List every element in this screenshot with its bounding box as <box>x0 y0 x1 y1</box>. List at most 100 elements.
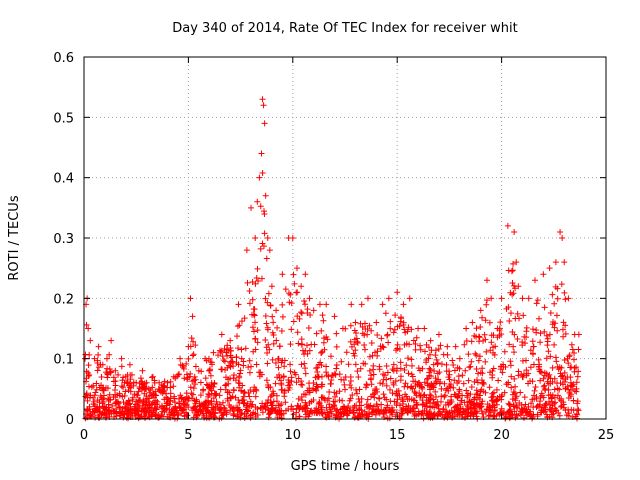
data-point <box>484 401 491 408</box>
data-point <box>287 368 294 375</box>
data-point <box>343 349 350 356</box>
data-point <box>456 401 463 408</box>
data-point <box>167 390 174 397</box>
data-point <box>238 318 245 325</box>
data-point <box>279 386 286 393</box>
data-point <box>140 400 147 407</box>
data-point <box>512 383 519 390</box>
data-point <box>412 346 419 353</box>
data-point-peak <box>258 150 265 157</box>
data-point <box>394 396 401 403</box>
data-point <box>434 412 441 419</box>
x-tick-label: 10 <box>285 428 302 443</box>
data-point <box>263 320 270 327</box>
data-point-peak <box>339 325 346 332</box>
data-point <box>374 403 381 410</box>
data-point <box>361 332 368 339</box>
data-point <box>216 347 223 354</box>
data-point <box>385 339 392 346</box>
data-point-peak <box>264 235 271 241</box>
data-point <box>508 384 515 391</box>
data-point <box>378 401 385 408</box>
data-point <box>495 377 502 384</box>
data-point <box>336 397 343 404</box>
data-point <box>551 320 558 327</box>
data-point <box>305 325 312 332</box>
data-point-peak <box>254 198 261 205</box>
data-point <box>254 405 261 412</box>
data-point <box>369 409 376 416</box>
data-point <box>387 375 394 382</box>
data-point <box>426 391 433 398</box>
data-point <box>336 371 343 378</box>
data-point <box>410 337 417 344</box>
data-point <box>167 378 174 385</box>
data-point <box>120 399 127 406</box>
data-point <box>426 386 433 393</box>
data-point <box>371 349 378 356</box>
data-point <box>368 372 375 379</box>
data-point <box>235 380 242 387</box>
data-point <box>521 333 528 340</box>
data-point <box>205 384 212 391</box>
data-point <box>267 302 274 309</box>
data-point <box>548 394 555 401</box>
data-point <box>227 363 234 370</box>
data-point <box>433 356 440 363</box>
data-point <box>249 296 256 303</box>
data-point <box>532 384 539 391</box>
data-point <box>287 341 294 348</box>
data-point <box>178 410 185 417</box>
data-point <box>141 409 148 416</box>
data-point <box>216 401 223 408</box>
data-point <box>538 407 545 414</box>
data-point <box>87 392 94 399</box>
data-point <box>273 392 280 399</box>
data-point <box>431 367 438 374</box>
data-point <box>479 365 486 372</box>
data-point <box>509 396 516 403</box>
data-point <box>275 364 282 371</box>
data-point <box>269 356 276 363</box>
data-point <box>240 393 247 400</box>
data-point <box>328 410 335 417</box>
data-point <box>228 395 235 402</box>
data-point <box>208 398 215 405</box>
data-point <box>236 406 243 413</box>
data-point <box>318 394 325 401</box>
data-point <box>104 365 111 372</box>
data-point <box>245 364 252 371</box>
data-point <box>385 406 392 413</box>
data-point <box>447 384 454 391</box>
chart-title: Day 340 of 2014, Rate Of TEC Index for r… <box>172 21 518 36</box>
data-point <box>551 400 558 407</box>
data-point <box>508 268 515 275</box>
data-point <box>282 286 289 293</box>
data-point <box>412 378 419 385</box>
data-point <box>281 387 288 394</box>
data-point <box>512 395 519 402</box>
data-point <box>412 340 419 347</box>
data-point <box>279 301 286 308</box>
data-point <box>314 368 321 375</box>
data-point <box>250 348 257 355</box>
data-point <box>472 408 479 415</box>
data-point <box>116 390 123 397</box>
data-point <box>502 414 509 421</box>
data-point <box>411 397 418 404</box>
data-point <box>146 401 153 408</box>
data-point <box>116 410 123 417</box>
data-point-peak <box>379 301 386 308</box>
data-point <box>414 402 421 409</box>
data-point <box>556 386 563 393</box>
data-point <box>170 383 177 390</box>
data-point <box>129 394 136 401</box>
data-point <box>298 310 305 317</box>
data-point <box>278 411 285 418</box>
data-point <box>279 313 286 320</box>
data-point <box>428 347 435 354</box>
data-point <box>531 387 538 394</box>
data-point <box>313 410 320 417</box>
data-point <box>399 405 406 412</box>
data-point <box>120 374 127 381</box>
